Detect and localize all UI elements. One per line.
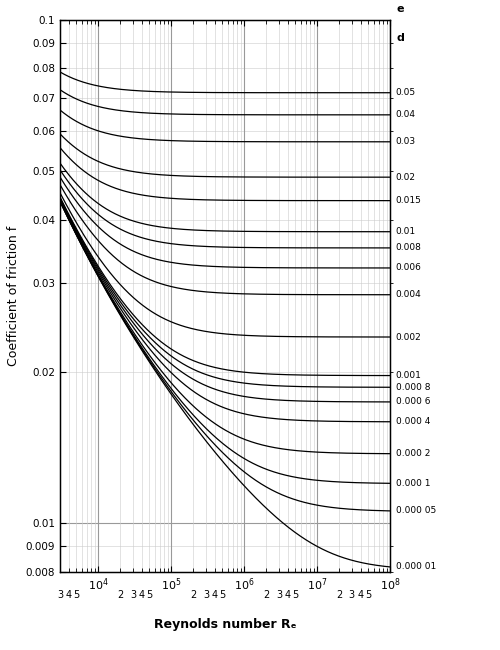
Text: 0.000 01: 0.000 01: [396, 562, 436, 571]
Text: 0.03: 0.03: [396, 137, 415, 146]
Text: 0.002: 0.002: [396, 333, 421, 341]
Text: 3: 3: [203, 590, 209, 600]
X-axis label: Reynolds number Rₑ: Reynolds number Rₑ: [154, 618, 296, 631]
Text: 0.001: 0.001: [396, 371, 421, 380]
Text: 0.05: 0.05: [396, 88, 415, 98]
Text: 4: 4: [285, 590, 291, 600]
Text: d: d: [396, 33, 404, 44]
Text: 2: 2: [336, 590, 342, 600]
Text: 5: 5: [365, 590, 371, 600]
Text: 5: 5: [73, 590, 80, 600]
Text: 0.004: 0.004: [396, 291, 421, 299]
Text: 0.000 2: 0.000 2: [396, 449, 430, 458]
Text: 0.02: 0.02: [396, 173, 415, 181]
Text: 3: 3: [276, 590, 282, 600]
Text: 3: 3: [349, 590, 355, 600]
Y-axis label: Coefficient of friction f: Coefficient of friction f: [7, 226, 20, 366]
Text: 2: 2: [117, 590, 123, 600]
Text: 0.015: 0.015: [396, 196, 421, 205]
Text: 2: 2: [190, 590, 196, 600]
Text: 0.008: 0.008: [396, 243, 421, 252]
Text: 0.006: 0.006: [396, 263, 421, 272]
Text: 4: 4: [212, 590, 218, 600]
Text: 3: 3: [130, 590, 136, 600]
Text: 4: 4: [139, 590, 145, 600]
Text: 5: 5: [146, 590, 152, 600]
Text: 0.000 4: 0.000 4: [396, 417, 430, 426]
Text: 0.04: 0.04: [396, 111, 415, 120]
Text: 0.000 1: 0.000 1: [396, 479, 430, 488]
Text: 0.000 05: 0.000 05: [396, 506, 436, 515]
Text: 5: 5: [292, 590, 298, 600]
Text: 0.01: 0.01: [396, 227, 415, 236]
Text: 4: 4: [66, 590, 72, 600]
Text: 2: 2: [263, 590, 269, 600]
Text: 5: 5: [219, 590, 225, 600]
Text: 3: 3: [57, 590, 63, 600]
Text: 0.000 6: 0.000 6: [396, 397, 430, 406]
Text: e: e: [396, 4, 404, 14]
Text: 4: 4: [358, 590, 364, 600]
Text: 0.000 8: 0.000 8: [396, 383, 430, 392]
